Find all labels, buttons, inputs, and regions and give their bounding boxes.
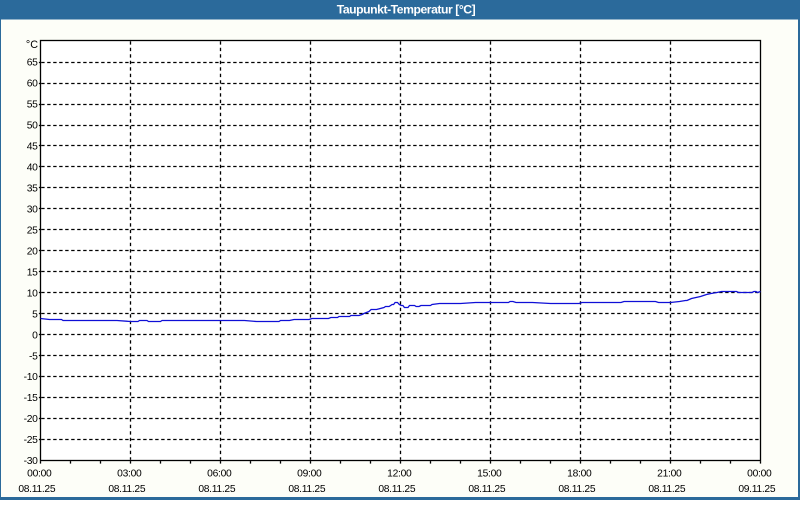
svg-text:25: 25	[27, 225, 38, 236]
svg-text:-15: -15	[24, 393, 39, 404]
svg-text:00:00: 00:00	[747, 469, 772, 480]
svg-text:09:00: 09:00	[297, 469, 322, 480]
svg-text:08.11.25: 08.11.25	[468, 484, 505, 495]
svg-text:18:00: 18:00	[567, 469, 592, 480]
svg-text:-5: -5	[29, 351, 38, 362]
svg-text:08.11.25: 08.11.25	[288, 484, 325, 495]
svg-text:08.11.25: 08.11.25	[648, 484, 685, 495]
svg-text:15:00: 15:00	[477, 469, 502, 480]
svg-text:00:00: 00:00	[27, 469, 52, 480]
svg-text:21:00: 21:00	[657, 469, 682, 480]
svg-text:60: 60	[27, 79, 38, 90]
svg-text:10: 10	[27, 288, 38, 299]
svg-text:-20: -20	[24, 414, 39, 425]
svg-text:55: 55	[27, 100, 38, 111]
svg-text:08.11.25: 08.11.25	[378, 484, 415, 495]
svg-text:08.11.25: 08.11.25	[558, 484, 595, 495]
svg-text:50: 50	[27, 121, 38, 132]
svg-text:45: 45	[27, 142, 38, 153]
svg-text:40: 40	[27, 163, 38, 174]
svg-text:08.11.25: 08.11.25	[198, 484, 235, 495]
svg-text:30: 30	[27, 205, 38, 216]
svg-text:-30: -30	[24, 456, 39, 467]
svg-text:06:00: 06:00	[207, 469, 232, 480]
svg-text:-25: -25	[24, 435, 39, 446]
svg-text:08.11.25: 08.11.25	[108, 484, 145, 495]
svg-text:20: 20	[27, 246, 38, 257]
svg-text:35: 35	[27, 184, 38, 195]
svg-text:03:00: 03:00	[117, 469, 142, 480]
svg-text:-10: -10	[24, 372, 39, 383]
svg-text:Taupunkt-Temperatur [°C]: Taupunkt-Temperatur [°C]	[337, 2, 476, 16]
svg-text:°C: °C	[26, 39, 38, 51]
svg-text:15: 15	[27, 267, 38, 278]
svg-text:09.11.25: 09.11.25	[738, 484, 775, 495]
svg-text:5: 5	[32, 309, 38, 320]
svg-text:65: 65	[27, 58, 38, 69]
svg-text:12:00: 12:00	[387, 469, 412, 480]
svg-text:0: 0	[32, 330, 38, 341]
svg-text:08.11.25: 08.11.25	[18, 484, 55, 495]
